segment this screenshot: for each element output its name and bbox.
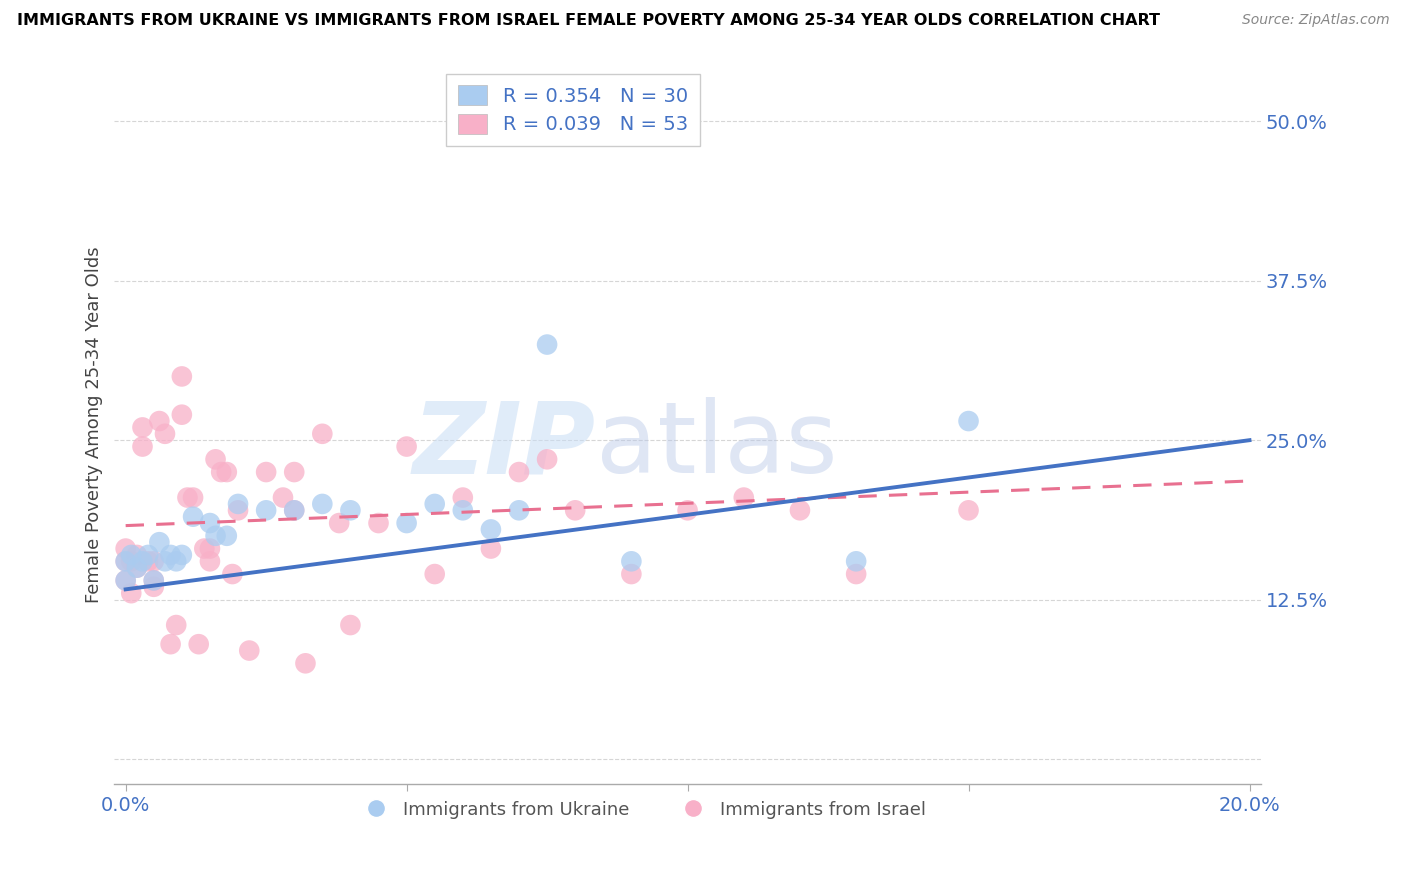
Point — [479, 541, 502, 556]
Point — [508, 465, 530, 479]
Point — [131, 554, 153, 568]
Point — [254, 503, 277, 517]
Point — [536, 337, 558, 351]
Point — [339, 618, 361, 632]
Point — [845, 554, 868, 568]
Point — [564, 503, 586, 517]
Point — [254, 465, 277, 479]
Point — [142, 554, 165, 568]
Point — [114, 541, 136, 556]
Text: ZIP: ZIP — [413, 397, 596, 494]
Point — [131, 440, 153, 454]
Point — [957, 503, 980, 517]
Point — [131, 420, 153, 434]
Point — [136, 554, 159, 568]
Text: Source: ZipAtlas.com: Source: ZipAtlas.com — [1241, 13, 1389, 28]
Text: IMMIGRANTS FROM UKRAINE VS IMMIGRANTS FROM ISRAEL FEMALE POVERTY AMONG 25-34 YEA: IMMIGRANTS FROM UKRAINE VS IMMIGRANTS FR… — [17, 13, 1160, 29]
Point — [226, 497, 249, 511]
Point — [238, 643, 260, 657]
Point — [395, 516, 418, 530]
Point — [136, 548, 159, 562]
Point — [153, 426, 176, 441]
Point — [283, 503, 305, 517]
Point — [114, 554, 136, 568]
Point — [142, 574, 165, 588]
Point — [620, 554, 643, 568]
Point — [294, 657, 316, 671]
Point — [176, 491, 198, 505]
Point — [620, 567, 643, 582]
Point — [271, 491, 294, 505]
Point — [170, 548, 193, 562]
Legend: Immigrants from Ukraine, Immigrants from Israel: Immigrants from Ukraine, Immigrants from… — [350, 793, 932, 826]
Point — [198, 541, 221, 556]
Point — [142, 574, 165, 588]
Point — [114, 574, 136, 588]
Point — [508, 503, 530, 517]
Point — [789, 503, 811, 517]
Point — [165, 618, 187, 632]
Point — [187, 637, 209, 651]
Point — [125, 560, 148, 574]
Y-axis label: Female Poverty Among 25-34 Year Olds: Female Poverty Among 25-34 Year Olds — [86, 246, 103, 603]
Point — [142, 580, 165, 594]
Point — [153, 554, 176, 568]
Point — [395, 440, 418, 454]
Point — [181, 509, 204, 524]
Point — [215, 529, 238, 543]
Point — [221, 567, 243, 582]
Point — [283, 503, 305, 517]
Point — [125, 560, 148, 574]
Point — [367, 516, 389, 530]
Point — [845, 567, 868, 582]
Point — [451, 503, 474, 517]
Point — [120, 586, 142, 600]
Point — [328, 516, 350, 530]
Point — [676, 503, 699, 517]
Point — [120, 554, 142, 568]
Point — [451, 491, 474, 505]
Point — [226, 503, 249, 517]
Point — [181, 491, 204, 505]
Point — [733, 491, 755, 505]
Point — [114, 574, 136, 588]
Point — [159, 637, 181, 651]
Point — [148, 414, 170, 428]
Point — [536, 452, 558, 467]
Point — [209, 465, 232, 479]
Point — [479, 523, 502, 537]
Point — [311, 497, 333, 511]
Text: atlas: atlas — [596, 397, 838, 494]
Point — [165, 554, 187, 568]
Point — [198, 516, 221, 530]
Point — [423, 497, 446, 511]
Point — [148, 535, 170, 549]
Point — [204, 529, 226, 543]
Point — [170, 369, 193, 384]
Point — [193, 541, 215, 556]
Point — [198, 554, 221, 568]
Point — [957, 414, 980, 428]
Point — [120, 548, 142, 562]
Point — [311, 426, 333, 441]
Point — [125, 548, 148, 562]
Point — [170, 408, 193, 422]
Point — [114, 554, 136, 568]
Point — [215, 465, 238, 479]
Point — [159, 548, 181, 562]
Point — [423, 567, 446, 582]
Point — [339, 503, 361, 517]
Point — [283, 465, 305, 479]
Point — [204, 452, 226, 467]
